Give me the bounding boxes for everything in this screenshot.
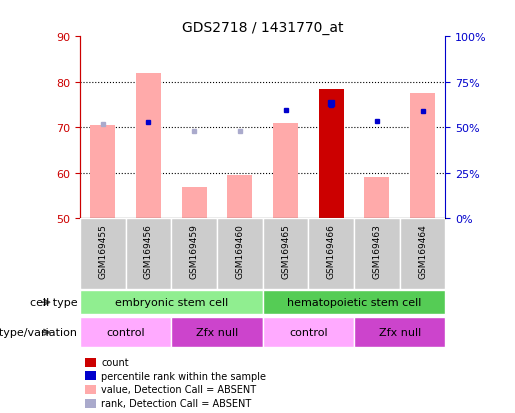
FancyBboxPatch shape: [400, 219, 445, 289]
Bar: [90, 126, 115, 219]
Text: Zfx null: Zfx null: [196, 328, 238, 337]
Text: control: control: [289, 328, 328, 337]
Text: rank, Detection Call = ABSENT: rank, Detection Call = ABSENT: [101, 398, 252, 408]
FancyBboxPatch shape: [171, 219, 217, 289]
Bar: [136, 74, 161, 219]
Text: GSM169455: GSM169455: [98, 224, 107, 278]
Text: embryonic stem cell: embryonic stem cell: [115, 297, 228, 308]
Text: cell type: cell type: [30, 297, 77, 308]
Text: GSM169456: GSM169456: [144, 224, 153, 278]
Bar: [181, 187, 207, 219]
FancyBboxPatch shape: [308, 219, 354, 289]
FancyBboxPatch shape: [80, 290, 263, 315]
FancyBboxPatch shape: [80, 318, 171, 347]
Text: Zfx null: Zfx null: [379, 328, 421, 337]
FancyBboxPatch shape: [263, 318, 354, 347]
Title: GDS2718 / 1431770_at: GDS2718 / 1431770_at: [182, 21, 344, 35]
Text: GSM169464: GSM169464: [418, 224, 427, 278]
FancyBboxPatch shape: [126, 219, 171, 289]
Text: percentile rank within the sample: percentile rank within the sample: [101, 371, 266, 381]
FancyBboxPatch shape: [217, 219, 263, 289]
Text: GSM169465: GSM169465: [281, 224, 290, 278]
FancyBboxPatch shape: [171, 318, 263, 347]
FancyBboxPatch shape: [354, 318, 445, 347]
Text: GSM169463: GSM169463: [372, 224, 382, 278]
Text: control: control: [106, 328, 145, 337]
Bar: [273, 123, 298, 219]
Bar: [364, 178, 389, 219]
Bar: [410, 94, 435, 219]
Text: genotype/variation: genotype/variation: [0, 328, 77, 337]
Text: GSM169460: GSM169460: [235, 224, 244, 278]
Bar: [319, 89, 344, 219]
FancyBboxPatch shape: [263, 290, 445, 315]
FancyBboxPatch shape: [80, 219, 126, 289]
FancyBboxPatch shape: [354, 219, 400, 289]
Text: value, Detection Call = ABSENT: value, Detection Call = ABSENT: [101, 385, 256, 394]
Text: hematopoietic stem cell: hematopoietic stem cell: [287, 297, 421, 308]
Bar: [227, 176, 252, 219]
Text: GSM169459: GSM169459: [190, 224, 199, 278]
FancyBboxPatch shape: [263, 219, 308, 289]
Text: count: count: [101, 357, 129, 367]
Text: GSM169466: GSM169466: [327, 224, 336, 278]
